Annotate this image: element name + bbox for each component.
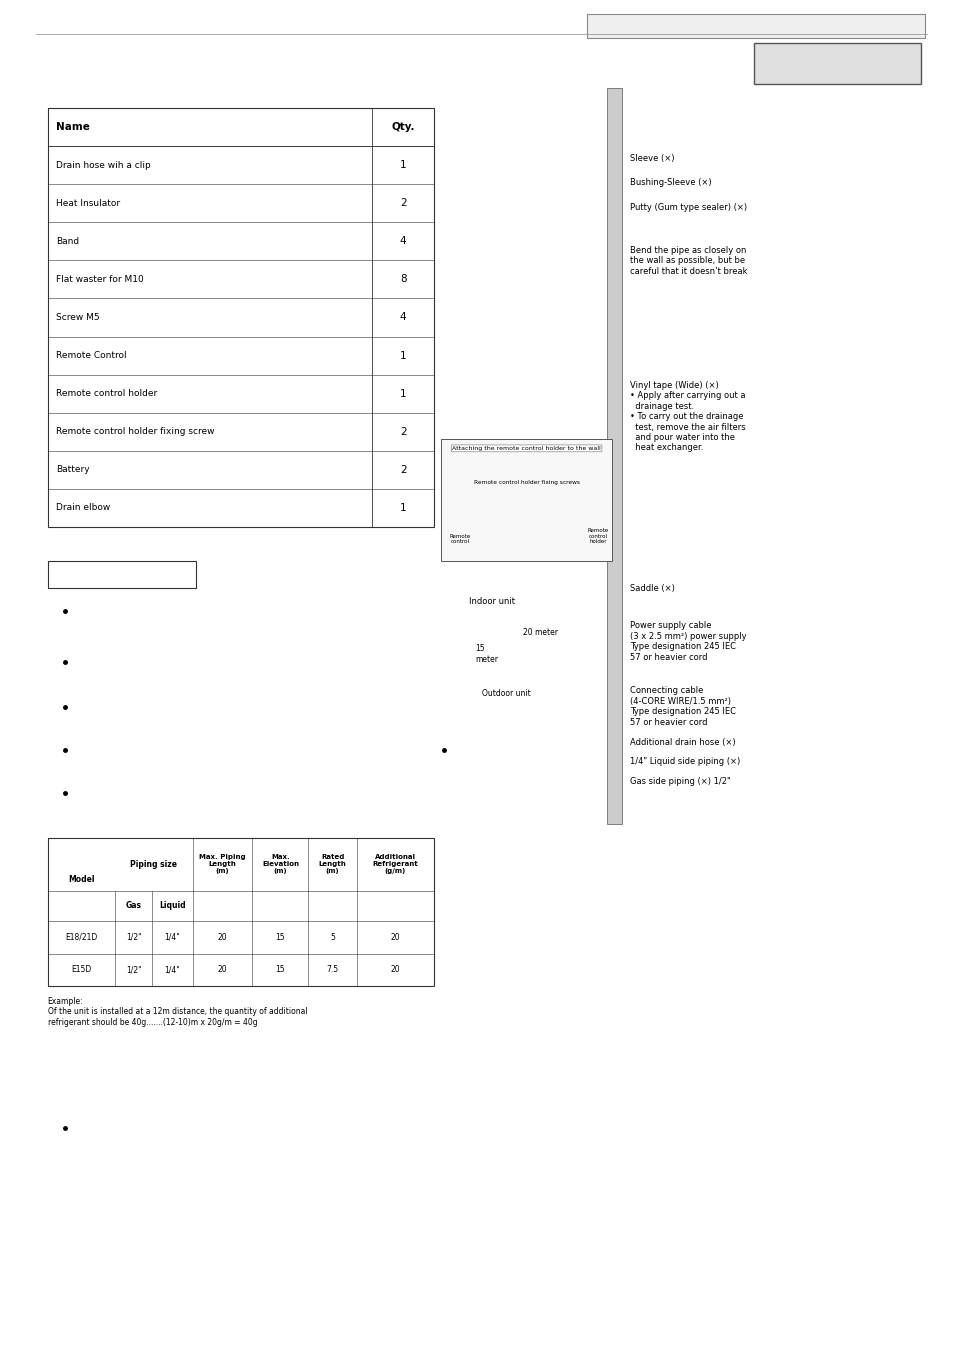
Text: E15D: E15D: [71, 966, 91, 974]
Text: Bushing-Sleeve (×): Bushing-Sleeve (×): [629, 178, 711, 188]
Text: 1/4": 1/4": [164, 966, 180, 974]
Text: Remote
control
holder: Remote control holder: [587, 528, 608, 544]
Text: Example:
Of the unit is installed at a 12m distance, the quantity of additional
: Example: Of the unit is installed at a 1…: [48, 997, 307, 1027]
Text: Gas side piping (×) 1/2": Gas side piping (×) 1/2": [629, 777, 730, 786]
Bar: [440, 439, 612, 561]
Text: Saddle (×): Saddle (×): [629, 584, 674, 593]
Text: 8: 8: [399, 274, 406, 285]
Text: Remote
control: Remote control: [449, 534, 470, 544]
Text: Model: Model: [69, 874, 94, 884]
Text: 20: 20: [390, 966, 400, 974]
Text: Outdoor unit: Outdoor unit: [481, 689, 530, 698]
Text: Gas: Gas: [126, 901, 141, 911]
Text: Battery: Battery: [56, 465, 90, 474]
Text: Additional
Refrigerant
(g/m): Additional Refrigerant (g/m): [373, 854, 417, 874]
Text: Screw M5: Screw M5: [56, 313, 100, 322]
Text: Name: Name: [56, 122, 91, 132]
Text: E18/21D: E18/21D: [66, 932, 97, 942]
Bar: [586, 14, 924, 38]
Text: 2: 2: [399, 465, 406, 474]
Text: Remote control holder: Remote control holder: [56, 389, 157, 399]
Text: 1: 1: [399, 350, 406, 361]
Text: 20: 20: [217, 966, 227, 974]
Text: 20 meter: 20 meter: [522, 628, 558, 638]
Bar: [48, 838, 434, 986]
Text: 4: 4: [399, 312, 406, 323]
Text: Bend the pipe as closely on
the wall as possible, but be
careful that it doesn’t: Bend the pipe as closely on the wall as …: [629, 246, 746, 276]
Text: 20: 20: [390, 932, 400, 942]
Text: Flat waster for M10: Flat waster for M10: [56, 274, 144, 284]
Text: 5: 5: [330, 932, 335, 942]
Text: 1/4" Liquid side piping (×): 1/4" Liquid side piping (×): [629, 757, 740, 766]
Bar: [753, 43, 920, 84]
Text: Remote control holder fixing screws: Remote control holder fixing screws: [473, 480, 579, 485]
Text: 15
meter: 15 meter: [475, 644, 497, 663]
Text: 15: 15: [275, 966, 285, 974]
Text: Max.
Elevation
(m): Max. Elevation (m): [262, 854, 298, 874]
Text: 7.5: 7.5: [326, 966, 338, 974]
Text: 1/2": 1/2": [126, 966, 141, 974]
Text: Connecting cable
(4-CORE WIRE/1.5 mm²)
Type designation 245 IEC
57 or heavier co: Connecting cable (4-CORE WIRE/1.5 mm²) T…: [629, 686, 735, 727]
Text: Drain elbow: Drain elbow: [56, 504, 111, 512]
Text: Power supply cable
(3 x 2.5 mm²) power supply
Type designation 245 IEC
57 or hea: Power supply cable (3 x 2.5 mm²) power s…: [629, 621, 745, 662]
Text: Attaching the remote control holder to the wall: Attaching the remote control holder to t…: [452, 446, 600, 451]
Text: Liquid: Liquid: [159, 901, 186, 911]
Text: 1: 1: [399, 161, 406, 170]
Text: Heat Insulator: Heat Insulator: [56, 199, 120, 208]
Text: Band: Band: [56, 236, 79, 246]
Text: Additional drain hose (×): Additional drain hose (×): [629, 738, 735, 747]
Text: 1/2": 1/2": [126, 932, 141, 942]
Text: 2: 2: [399, 199, 406, 208]
Bar: [48, 108, 434, 527]
Text: 1/4": 1/4": [164, 932, 180, 942]
Text: 1: 1: [399, 389, 406, 399]
Text: Qty.: Qty.: [391, 122, 415, 132]
Text: 1: 1: [399, 503, 406, 513]
Text: Installation parts you
should purchase (×): Installation parts you should purchase (…: [781, 54, 891, 73]
Text: Drain hose wih a clip: Drain hose wih a clip: [56, 161, 151, 170]
Text: Indoor unit: Indoor unit: [469, 597, 515, 607]
Text: Rated
Length
(m): Rated Length (m): [318, 854, 346, 874]
Bar: [606, 88, 621, 824]
Text: 20: 20: [217, 932, 227, 942]
Text: Remote Control: Remote Control: [56, 351, 127, 361]
Text: Putty (Gum type sealer) (×): Putty (Gum type sealer) (×): [629, 203, 746, 212]
Bar: [48, 561, 195, 588]
Text: Vinyl tape (Wide) (×)
• Apply after carrying out a
  drainage test.
• To carry o: Vinyl tape (Wide) (×) • Apply after carr…: [629, 381, 744, 453]
Text: Piping size: Piping size: [131, 859, 177, 869]
Text: Sleeve (×): Sleeve (×): [629, 154, 674, 163]
Text: 4: 4: [399, 236, 406, 246]
Text: Remote control holder fixing screw: Remote control holder fixing screw: [56, 427, 214, 436]
Text: 2: 2: [399, 427, 406, 436]
Text: Max. Piping
Length
(m): Max. Piping Length (m): [199, 854, 246, 874]
Text: 15: 15: [275, 932, 285, 942]
